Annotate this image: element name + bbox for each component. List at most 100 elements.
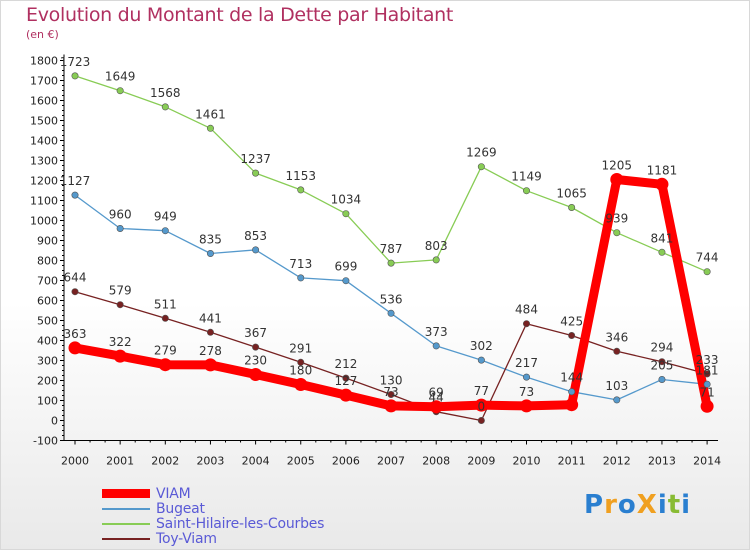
data-label-toy-viam: 346 [605,330,628,344]
data-label-toy-viam: 441 [199,311,222,325]
data-label-toy-viam: 294 [650,341,673,355]
data-point-saint-hilaire-les-courbes [703,268,711,276]
data-point-saint-hilaire-les-courbes [71,72,79,80]
data-label-viam: 73 [519,385,534,399]
data-label-toy-viam: 367 [244,326,267,340]
data-point-viam [474,398,488,412]
legend-item-viam: VIAM [102,485,324,502]
logo-letter: t [667,490,682,520]
data-label-viam: 322 [109,335,132,349]
logo-letter: o [617,490,637,520]
data-label-saint-hilaire-les-courbes: 939 [605,212,628,226]
y-tick-label: 800 [37,255,58,268]
y-tick-label: 400 [37,335,58,348]
data-label-bugeat: 181 [696,363,719,377]
data-label-toy-viam: 644 [64,271,87,285]
logo-letter: i [681,490,692,520]
y-tick-label: 1100 [30,195,58,208]
data-point-viam [249,368,263,381]
data-point-saint-hilaire-les-courbes [297,186,305,194]
x-tick-label: 2008 [422,455,450,468]
data-label-saint-hilaire-les-courbes: 1269 [466,146,497,160]
data-label-toy-viam: 233 [696,353,719,367]
data-label-saint-hilaire-les-courbes: 841 [650,231,673,245]
data-label-viam: 278 [199,344,222,358]
x-tick-label: 2003 [196,455,224,468]
x-tick-label: 2004 [242,455,270,468]
data-point-saint-hilaire-les-courbes [613,229,621,237]
data-point-viam [339,388,353,402]
proxiti-logo: ProXiti [584,490,691,520]
data-label-toy-viam: 212 [334,357,357,371]
y-tick-label: -100 [33,435,58,448]
y-tick-label: 1200 [30,175,58,188]
data-point-bugeat [297,274,305,282]
data-label-toy-viam: 511 [154,297,177,311]
data-label-bugeat: 103 [605,379,628,393]
data-point-saint-hilaire-les-courbes [252,169,260,177]
data-point-saint-hilaire-les-courbes [206,124,214,132]
data-point-viam [700,399,714,413]
data-point-viam [565,398,579,412]
data-label-saint-hilaire-les-courbes: 1237 [240,152,271,166]
x-tick-label: 2006 [332,455,360,468]
data-label-bugeat: 853 [244,229,267,243]
y-tick-label: 600 [37,295,58,308]
data-point-toy-viam [252,343,260,351]
data-point-viam [158,358,172,372]
legend-label: Saint-Hilaire-les-Courbes [156,515,325,532]
data-point-viam [384,399,398,413]
data-label-viam: 1181 [647,163,678,177]
data-point-viam [68,341,82,355]
data-label-toy-viam: 44 [429,391,444,405]
y-tick-label: 100 [37,395,58,408]
data-point-saint-hilaire-les-courbes [477,163,485,171]
data-point-saint-hilaire-les-courbes [568,204,576,212]
logo-letter: X [636,490,658,520]
data-point-bugeat [703,380,711,388]
legend-label: VIAM [156,485,191,502]
x-tick-label: 2007 [377,455,405,468]
data-label-toy-viam: 425 [560,315,583,329]
data-label-saint-hilaire-les-courbes: 803 [425,239,448,253]
x-tick-label: 2002 [151,455,179,468]
data-point-bugeat [252,246,260,254]
data-point-toy-viam [71,288,79,296]
data-label-toy-viam: 484 [515,303,538,317]
data-label-bugeat: 960 [109,208,132,222]
x-tick-label: 2011 [558,455,586,468]
y-tick-label: 700 [37,275,58,288]
chart-title: Evolution du Montant de la Dette par Hab… [26,4,454,26]
data-label-bugeat: 835 [199,233,222,247]
y-tick-label: 500 [37,315,58,328]
data-point-viam [610,173,624,186]
legend-label: Toy-Viam [156,530,217,547]
logo-letter: P [584,490,605,520]
data-point-bugeat [477,356,485,364]
data-point-viam [520,399,533,413]
data-point-viam [203,358,217,372]
y-tick-label: 900 [37,235,58,248]
data-label-saint-hilaire-les-courbes: 1034 [331,193,362,207]
data-label-viam: 127 [334,374,357,388]
data-point-viam [113,349,127,363]
data-label-toy-viam: 579 [109,284,132,298]
chart-subtitle: (en €) [26,28,59,41]
data-point-viam [655,177,669,191]
data-label-saint-hilaire-les-courbes: 787 [380,242,403,256]
data-point-bugeat [522,373,530,381]
y-tick-label: 1600 [30,95,58,108]
data-point-toy-viam [297,358,305,366]
data-point-bugeat [71,191,79,199]
y-tick-label: 300 [37,355,58,368]
data-point-toy-viam [387,390,395,398]
data-label-viam: 180 [289,364,312,378]
data-point-toy-viam [477,416,485,424]
data-label-viam: 77 [474,384,489,398]
data-point-bugeat [568,388,576,396]
y-tick-label: 1300 [30,155,58,168]
data-point-toy-viam [161,314,169,322]
data-point-viam [294,378,308,391]
x-tick-label: 2012 [603,455,631,468]
data-point-bugeat [658,375,666,383]
